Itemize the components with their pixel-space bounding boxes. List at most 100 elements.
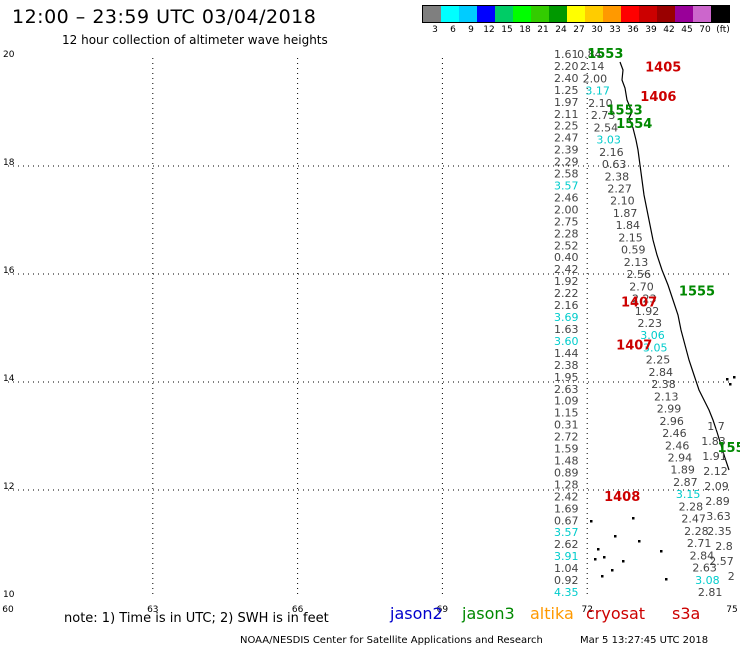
island-dot [590,520,593,523]
swh-value: 3.91 [554,550,579,563]
swh-value: 2.25 [554,120,579,133]
footer-note: note: 1) Time is in UTC; 2) SWH is in fe… [64,611,329,626]
swh-value: 2.96 [659,415,684,428]
lon-tick-label: 72 [581,605,592,615]
pass-number-label: 1405 [645,61,681,76]
credit-line: NOAA/NESDIS Center for Satellite Applica… [240,635,543,646]
swh-value: 2.39 [554,144,579,157]
swh-value: 2.22 [554,287,579,300]
island-dot [622,560,625,563]
color-scale-labels: 3 6 9 12 15 18 21 24 27 30 33 36 39 42 45 70 (ft) [422,23,732,37]
swh-value: 2.28 [679,500,704,513]
color-scale-label: 39 [645,25,657,35]
swh-value: 2.28 [684,525,709,538]
lon-tick-label: 69 [437,605,449,615]
island-dot [733,376,736,379]
swh-value: 2.13 [624,256,649,269]
swh-value: 2.38 [605,170,630,183]
lat-tick-label: 14 [3,374,15,384]
swh-value: 2.23 [632,293,657,306]
color-swatch [675,6,693,22]
island-dot [601,575,604,578]
swh-value: 1.48 [554,454,579,467]
pass-number-label: 1555 [679,285,715,300]
swh-value: 1.28 [554,478,579,491]
swh-value: 3.69 [554,311,579,324]
color-scale-label: 24 [555,25,567,35]
island-dot [660,550,663,553]
lat-tick-label: 10 [3,590,15,600]
lon-tick-label: 63 [147,605,158,615]
legend-s3a: s3a [672,604,701,623]
swh-value: 2.20 [554,60,579,73]
pass-number-label: 1553 [587,47,623,62]
island-dot [726,378,729,381]
swh-value: 1.97 [554,96,579,109]
swh-value: 1.09 [554,395,579,408]
lat-tick-label: 18 [3,158,15,168]
coastline [619,61,730,471]
color-scale-label: 33 [609,25,621,35]
map-title: 12:00 – 23:59 UTC 03/04/2018 [12,6,317,28]
swh-value: 3.15 [676,488,701,501]
swh-value: 2.87 [673,476,698,489]
swh-value: 2.70 [629,280,654,293]
swh-value: 2.00 [583,72,608,85]
pass-number-label: 1406 [640,90,676,105]
color-scale-label: 18 [519,25,531,35]
generation-timestamp: Mar 5 13:27:45 UTC 2018 [580,635,709,646]
swh-value: 2.63 [692,562,717,575]
swh-value: 1.7 [707,420,725,433]
altimeter-tracks: 1.612.202.401.251.972.112.252.472.392.29… [554,48,735,599]
satellite-pass-labels: 1553140514061553155415551407140714081552 [587,47,740,505]
swh-value: 1.25 [554,84,579,97]
color-scale-label: 70 [699,25,711,35]
color-swatch [549,6,567,22]
swh-value: 2.38 [554,359,579,372]
color-swatch [603,6,621,22]
swh-value: 0.89 [554,466,579,479]
color-scale-label: 36 [627,25,639,35]
swh-value: 3.17 [585,85,610,98]
color-scale-label: 15 [501,25,513,35]
lon-tick-label: 60 [2,605,14,615]
swh-value: 2.62 [554,538,579,551]
swh-value: 2.13 [654,390,679,403]
swh-value: 2.29 [554,156,579,169]
island-dot [614,535,617,538]
swh-value: 2.57 [709,555,734,568]
swh-value: 2.14 [580,60,605,73]
color-swatch [639,6,657,22]
swh-value: 2.84 [690,549,715,562]
swh-value: 2.12 [703,465,728,478]
color-scale-label: 27 [573,25,585,35]
swh-value: 2.81 [698,586,723,599]
swh-value: 2.46 [662,427,687,440]
pass-number-label: 1408 [604,490,640,505]
swh-value: 2.10 [588,97,613,110]
color-swatch [441,6,459,22]
swh-value: 1.95 [554,371,579,384]
color-scale-label: 3 [432,25,438,35]
swh-value: 3.03 [596,134,621,147]
swh-value: 3.06 [640,329,665,342]
swh-value: 0.31 [554,419,579,432]
swh-value: 1.92 [635,305,660,318]
swh-value: 2.15 [618,231,643,244]
swh-value: 0.92 [554,574,579,587]
color-scale-label: 42 [663,25,675,35]
swh-value: 2.16 [554,299,579,312]
color-swatch [585,6,603,22]
swh-value: 2.00 [554,203,579,216]
color-swatch [693,6,711,22]
swh-value: 2.46 [554,191,579,204]
swh-value: 2.71 [687,537,712,550]
swh-value: 2.46 [665,439,690,452]
legend-cryosat: cryosat [586,604,646,623]
swh-value: 3.05 [643,341,668,354]
swh-value: 1.69 [554,502,579,515]
lon-tick-label: 75 [726,605,737,615]
pass-number-label: 1407 [616,339,652,354]
axis-labels: 60 63 66 69 72 75 10 12 14 16 18 20 [2,50,737,615]
